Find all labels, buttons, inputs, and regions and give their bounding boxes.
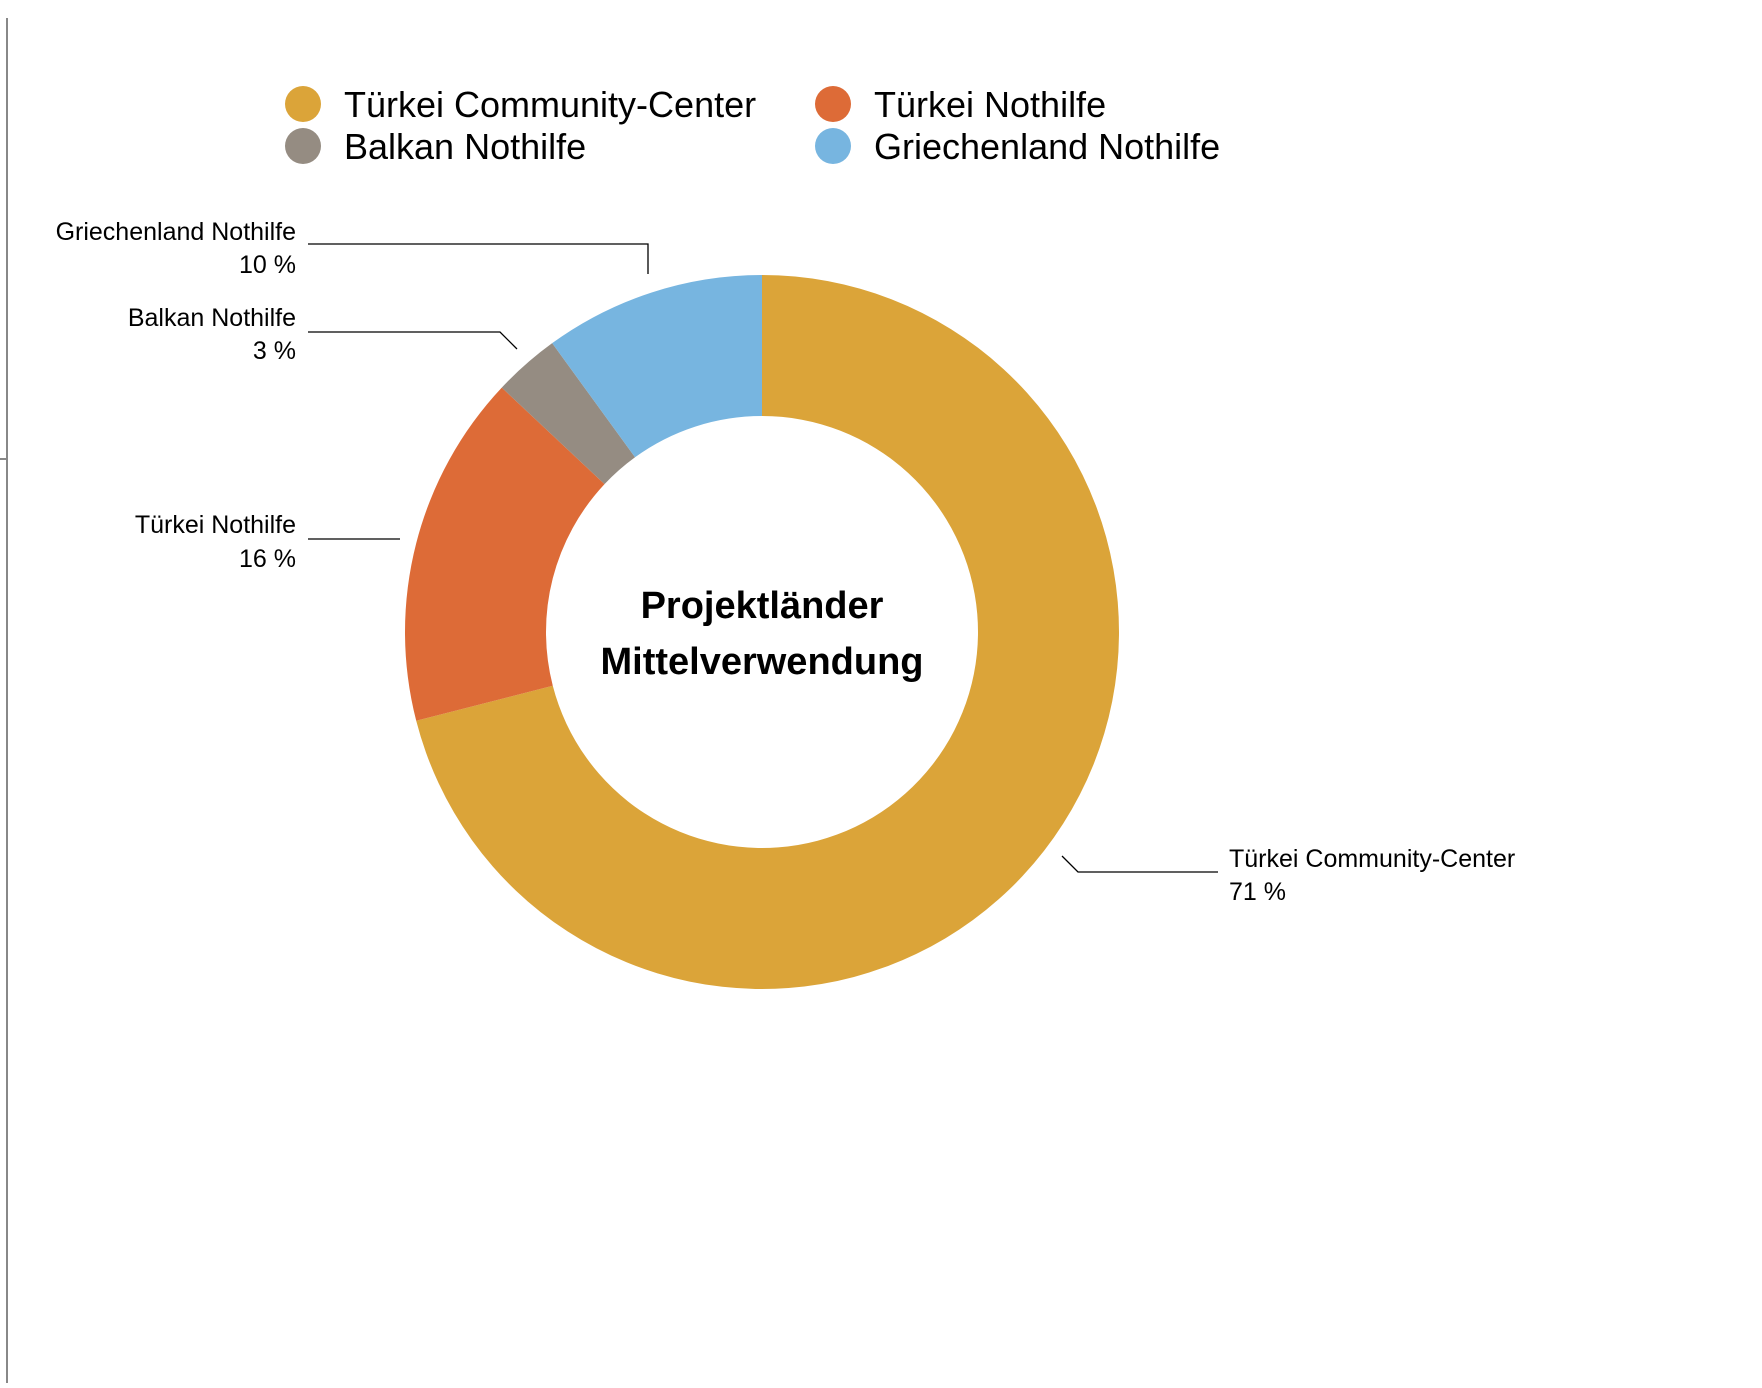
- leader-line-griechenland-nothilfe: [308, 243, 649, 274]
- slice-label-balkan-nothilfe: Balkan Nothilfe: [128, 304, 296, 332]
- leader-line-balkan-nothilfe: [308, 331, 518, 350]
- slice-turkei-nothilfe: [405, 387, 605, 721]
- legend-swatch-balkan-nothilfe: [285, 128, 321, 164]
- frame-edge-line: [6, 18, 8, 1383]
- center-title: Projektländer Mittelverwendung: [600, 585, 923, 683]
- slice-balkan-nothilfe: [501, 343, 636, 485]
- leader-line-turkei-community-center: [1061, 855, 1218, 873]
- slice-label-griechenland-nothilfe: Griechenland Nothilfe: [56, 218, 296, 246]
- slice-value-griechenland-nothilfe: 10 %: [239, 251, 296, 279]
- slice-labels: Türkei Community-Center 71 % Türkei Nothil…: [56, 218, 1516, 906]
- slice-value-balkan-nothilfe: 3 %: [253, 337, 296, 365]
- legend-swatch-turkei-nothilfe: [815, 86, 851, 122]
- center-title-line-1: Projektländer: [641, 585, 884, 627]
- slice-value-turkei-nothilfe: 16 %: [239, 545, 296, 573]
- legend-swatch-turkei-community-center: [285, 86, 321, 122]
- donut-slices: [405, 275, 1119, 989]
- slice-value-turkei-community-center: 71 %: [1229, 878, 1286, 906]
- slice-label-turkei-nothilfe: Türkei Nothilfe: [135, 511, 296, 539]
- leader-lines: [308, 243, 1218, 873]
- legend-label-turkei-nothilfe: Türkei Nothilfe: [874, 84, 1106, 125]
- legend-swatch-griechenland-nothilfe: [815, 128, 851, 164]
- slice-griechenland-nothilfe: [552, 275, 762, 458]
- legend: Türkei Community-Center Türkei Nothilfe Ba…: [285, 84, 1220, 167]
- legend-label-griechenland-nothilfe: Griechenland Nothilfe: [874, 126, 1220, 167]
- slice-turkei-community-center: [416, 275, 1119, 989]
- center-title-line-2: Mittelverwendung: [600, 641, 923, 683]
- legend-label-balkan-nothilfe: Balkan Nothilfe: [344, 126, 586, 167]
- frame-edge-tick: [0, 458, 7, 460]
- slice-label-turkei-community-center: Türkei Community-Center: [1229, 845, 1515, 873]
- legend-label-turkei-community-center: Türkei Community-Center: [344, 84, 756, 125]
